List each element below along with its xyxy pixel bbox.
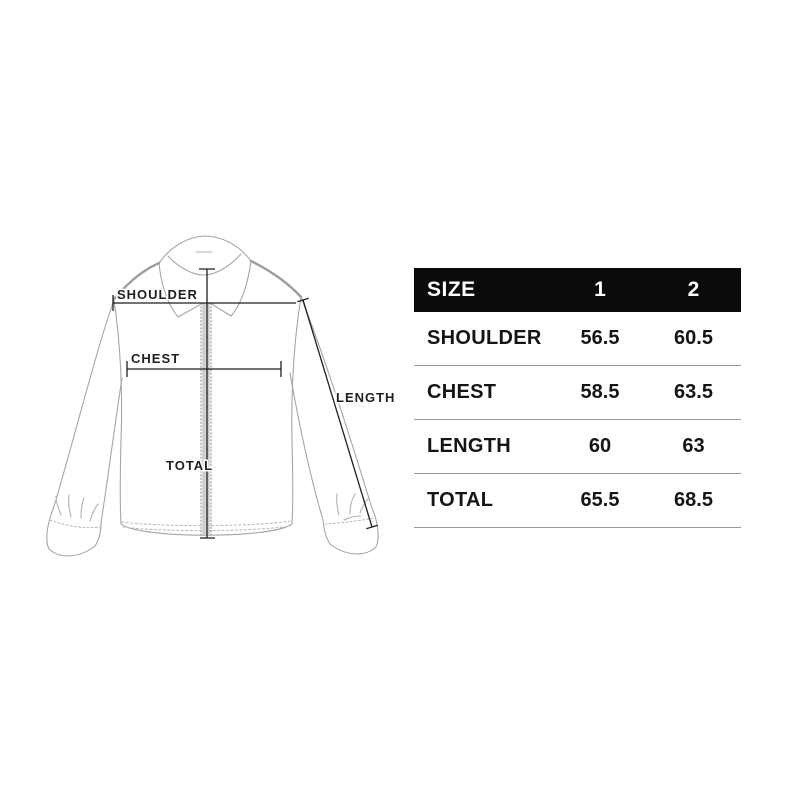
row-label: TOTAL bbox=[427, 489, 494, 511]
body-right-edge bbox=[291, 296, 302, 525]
row-label: SHOULDER bbox=[427, 327, 542, 349]
right-cuff-outline bbox=[322, 515, 379, 555]
jacket-outline bbox=[46, 235, 379, 557]
row-label: LENGTH bbox=[427, 435, 512, 457]
row-value-size1: 65.5 bbox=[580, 489, 620, 511]
left-cuff-gathers bbox=[55, 494, 99, 522]
zipper-teeth-edges bbox=[202, 302, 210, 536]
chest-measure-ticks bbox=[126, 361, 282, 377]
collar-left-flap bbox=[158, 262, 204, 318]
size-table-header: SIZE 1 2 bbox=[414, 268, 741, 312]
total-measure-label: TOTAL bbox=[166, 458, 213, 473]
hem-stitch-line-1 bbox=[121, 520, 292, 527]
table-row-total: TOTAL 65.5 68.5 bbox=[414, 474, 741, 528]
left-sleeve-outer-edge bbox=[49, 299, 115, 519]
right-shoulder-seam bbox=[249, 259, 303, 299]
size-table: SIZE 1 2 SHOULDER 56.5 60.5 CHEST 58.5 6… bbox=[414, 268, 741, 528]
collar-inner-neckline bbox=[167, 253, 242, 276]
right-cuff-stitch bbox=[324, 517, 375, 525]
row-value-size2: 60.5 bbox=[674, 327, 713, 349]
collar-right-flap bbox=[209, 260, 252, 317]
table-row-length: LENGTH 60 63 bbox=[414, 420, 741, 474]
collar-outer-edge bbox=[158, 235, 252, 264]
length-measure-ticks bbox=[297, 297, 378, 530]
right-sleeve-outer-edge bbox=[300, 296, 376, 517]
measurement-lines bbox=[112, 268, 378, 539]
row-value-size1: 60 bbox=[588, 435, 612, 457]
left-cuff-outline bbox=[46, 517, 102, 557]
header-col-2: 2 bbox=[687, 278, 700, 301]
row-value-size1: 58.5 bbox=[580, 381, 620, 403]
shoulder-measure-label: SHOULDER bbox=[117, 287, 198, 302]
row-value-size1: 56.5 bbox=[580, 327, 620, 349]
row-value-size2: 63.5 bbox=[674, 381, 713, 403]
chest-measure-label: CHEST bbox=[131, 351, 180, 366]
table-row-shoulder: SHOULDER 56.5 60.5 bbox=[414, 312, 741, 366]
header-col-1: 1 bbox=[594, 278, 606, 301]
length-measure-label: LENGTH bbox=[336, 390, 395, 405]
left-cuff-stitch bbox=[49, 519, 101, 529]
header-size-label: SIZE bbox=[427, 278, 476, 301]
row-value-size2: 68.5 bbox=[674, 489, 713, 511]
row-label: CHEST bbox=[427, 381, 497, 403]
total-measure-ticks bbox=[199, 268, 215, 539]
left-shoulder-seam bbox=[112, 261, 161, 301]
right-cuff-gathers bbox=[336, 493, 370, 521]
left-sleeve-inner-edge bbox=[100, 377, 123, 524]
zipper-band bbox=[202, 303, 210, 535]
row-value-size2: 63 bbox=[682, 435, 705, 457]
right-sleeve-inner-edge bbox=[289, 372, 324, 521]
length-measure-line bbox=[302, 299, 373, 528]
body-left-edge bbox=[113, 299, 123, 525]
table-row-chest: CHEST 58.5 63.5 bbox=[414, 366, 741, 420]
hem-bottom-edge bbox=[120, 523, 293, 536]
